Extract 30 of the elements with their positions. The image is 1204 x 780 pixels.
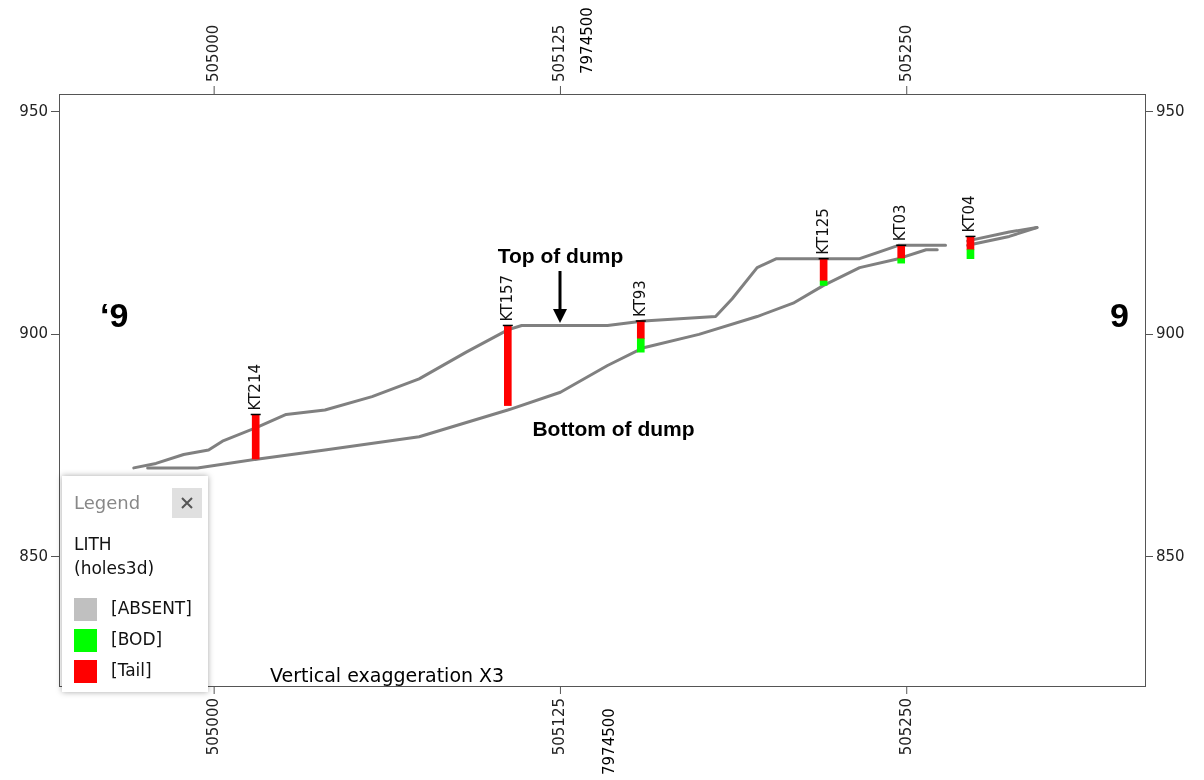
annotation: 9 — [1110, 296, 1129, 335]
x2-tick-label: 505250 — [896, 698, 915, 756]
legend-title: LITH (holes3d) — [74, 533, 156, 580]
x2-tick-label: 505000 — [204, 698, 223, 756]
annotation: KT03 — [891, 204, 910, 242]
annotation: Top of dump — [497, 244, 624, 268]
annotation: KT214 — [245, 364, 264, 411]
x-tick-label: 505250 — [896, 24, 915, 82]
annotation: ‘9 — [100, 296, 129, 335]
annotation: KT04 — [960, 195, 979, 233]
annotation: Bottom of dump — [532, 417, 695, 441]
legend-label: [ABSENT] — [111, 598, 192, 618]
x2-tick-label: 505125 — [550, 698, 569, 756]
y-tick-label: 950 — [19, 101, 48, 120]
annotation: Legend — [74, 492, 141, 513]
y2-tick-label: 900 — [1156, 324, 1185, 343]
legend-label: [Tail] — [111, 660, 152, 680]
y-tick-label: 900 — [19, 324, 48, 343]
y-tick-label: 850 — [19, 546, 48, 565]
legend-label: [BOD] — [111, 629, 163, 649]
text: 7974500 — [600, 708, 618, 775]
text: 7974500 — [578, 7, 596, 74]
y2-tick-label: 850 — [1156, 546, 1185, 565]
x-tick-label: 505000 — [204, 24, 223, 82]
y2-tick-label: 950 — [1156, 101, 1185, 120]
annotation: KT93 — [630, 280, 649, 318]
annotation: KT125 — [813, 208, 832, 255]
annotation: Vertical exaggeration X3 — [270, 664, 505, 686]
x-tick-label: 505125 — [550, 24, 569, 82]
annotation: KT157 — [497, 274, 516, 322]
